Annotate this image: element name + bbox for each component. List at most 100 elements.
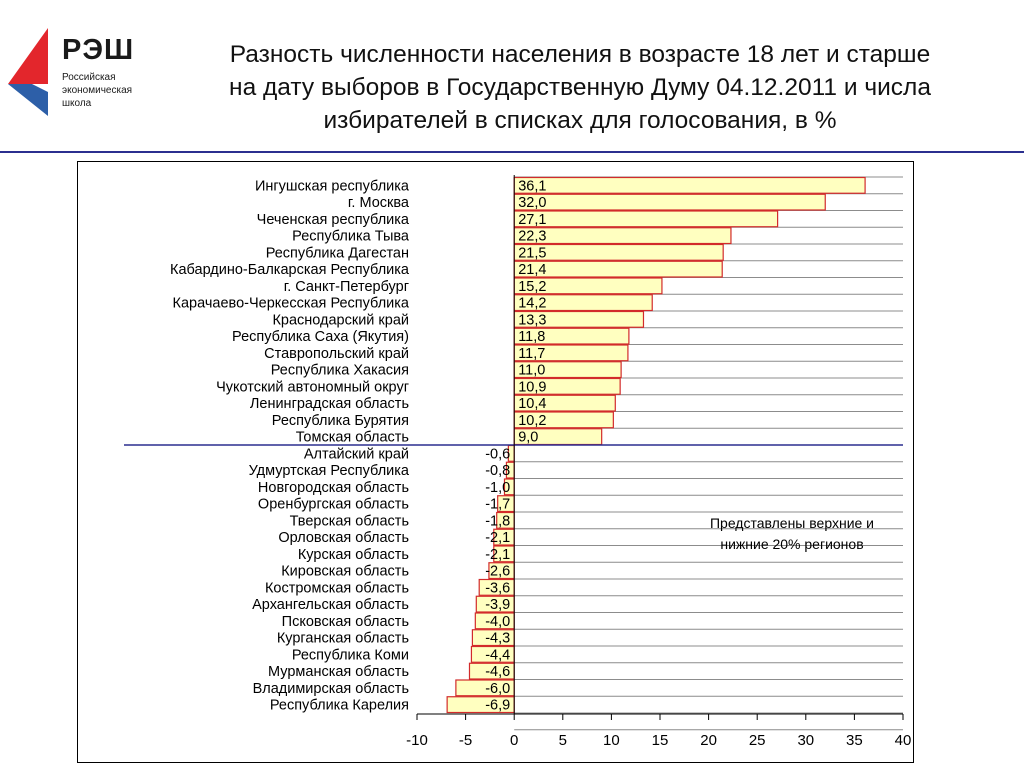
data-label: -3,6 [485,580,510,596]
x-tick-label: -5 [459,732,472,749]
chart-axes [124,175,904,720]
category-label: Республика Карелия [270,698,409,714]
category-label: Курская область [298,547,409,563]
slide-title: Разность численности населения в возраст… [160,38,1000,137]
category-label: Костромская область [265,580,409,596]
bar [513,176,866,194]
chart-labels: Ингушская республика 36,1 г. Москва 32,0 Чеч… [170,178,911,749]
data-label: -3,9 [485,597,510,613]
category-label: Республика Тыва [292,229,410,245]
category-label: Чеченская республика [257,212,410,228]
bar [513,210,779,228]
logo-blue-triangle [8,84,48,116]
logo: РЭШ Российская экономическая школа [6,26,156,122]
data-label: -1,8 [485,513,510,529]
data-label: -4,4 [485,647,510,663]
logo-name: РЭШ [62,34,135,66]
category-label: Оренбургская область [258,497,409,513]
title-divider [0,151,1024,153]
x-tick-label: 25 [749,732,766,749]
data-label: 32,0 [518,195,546,211]
data-label: -4,0 [485,614,510,630]
category-label: Краснодарский край [272,312,409,328]
category-label: Псковская область [282,614,409,630]
data-label: -4,6 [485,664,510,680]
logo-white-notch [32,84,48,92]
category-label: Чукотский автономный округ [216,379,409,395]
category-label: Кировская область [281,564,409,580]
data-label: 21,5 [518,245,546,261]
data-label: -1,0 [485,480,510,496]
chart-note-line-2: нижние 20% регионов [720,536,864,552]
chart-note: Представлены верхние и нижние 20% регион… [662,513,922,555]
category-label: Владимирская область [253,681,409,697]
data-label: 13,3 [518,312,546,328]
slide-title-line-1: Разность численности населения в возраст… [229,41,931,68]
slide-title-line-2: на дату выборов в Государственную Думу 0… [229,74,931,101]
data-label: -4,3 [485,631,510,647]
bar [513,227,732,245]
data-label: 11,8 [518,329,545,345]
x-tick-label: -10 [406,732,428,749]
data-label: 36,1 [518,178,546,194]
category-label: Ленинградская область [250,396,409,412]
x-tick-label: 35 [846,732,863,749]
x-tick-label: 10 [603,732,620,749]
logo-subtitle-line-1: Российская [62,72,116,83]
data-label: 27,1 [518,212,546,228]
logo-mark-icon [8,28,48,116]
data-label: -2,1 [485,547,510,563]
category-label: Алтайский край [304,446,409,462]
bar [513,193,826,211]
data-label: -0,6 [485,446,510,462]
category-label: г. Москва [348,195,410,211]
data-label: 10,2 [518,413,546,429]
category-label: Орловская область [278,530,409,546]
chart-note-line-1: Представлены верхние и [709,515,875,531]
data-label: -1,7 [485,497,510,513]
category-label: г. Санкт-Петербург [284,279,409,295]
x-tick-label: 15 [652,732,669,749]
category-label: Мурманская область [268,664,409,680]
category-label: Кабардино-Балкарская Республика [170,262,410,278]
data-label: 22,3 [518,229,546,245]
data-label: 11,7 [518,346,545,362]
data-label: -2,6 [485,564,510,580]
logo-subtitle-line-3: школа [62,98,92,109]
category-label: Ингушская республика [255,178,410,194]
data-label: -2,1 [485,530,510,546]
x-tick-label: 0 [510,732,518,749]
chart-frame [77,161,914,763]
x-tick-label: 40 [895,732,912,749]
slide-title-line-3: избирателей в списках для голосования, в… [323,107,837,134]
data-label: -0,8 [485,463,510,479]
x-tick-label: 5 [559,732,567,749]
category-label: Тверская область [290,513,409,529]
x-tick-label: 20 [700,732,717,749]
category-label: Удмуртская Республика [249,463,410,479]
category-label: Ставропольский край [264,346,409,362]
data-label: 10,4 [518,396,546,412]
category-label: Новгородская область [258,480,409,496]
x-tick-label: 30 [797,732,814,749]
category-label: Республика Бурятия [272,413,409,429]
category-label: Республика Коми [292,647,409,663]
data-label: 10,9 [518,379,546,395]
category-label: Курганская область [277,631,409,647]
category-label: Республика Хакасия [271,363,409,379]
category-label: Архангельская область [252,597,409,613]
data-label: 21,4 [518,262,546,278]
logo-red-triangle [8,28,48,84]
category-label: Карачаево-Черкесская Республика [173,296,410,312]
category-label: Республика Дагестан [266,245,409,261]
data-label: -6,9 [485,698,510,714]
category-label: Томская область [296,430,409,446]
data-label: 15,2 [518,279,546,295]
data-label: 9,0 [518,430,538,446]
logo-subtitle-line-2: экономическая [62,85,133,96]
category-label: Республика Саха (Якутия) [232,329,409,345]
data-label: 11,0 [518,363,545,379]
data-label: -6,0 [485,681,510,697]
data-label: 14,2 [518,296,546,312]
